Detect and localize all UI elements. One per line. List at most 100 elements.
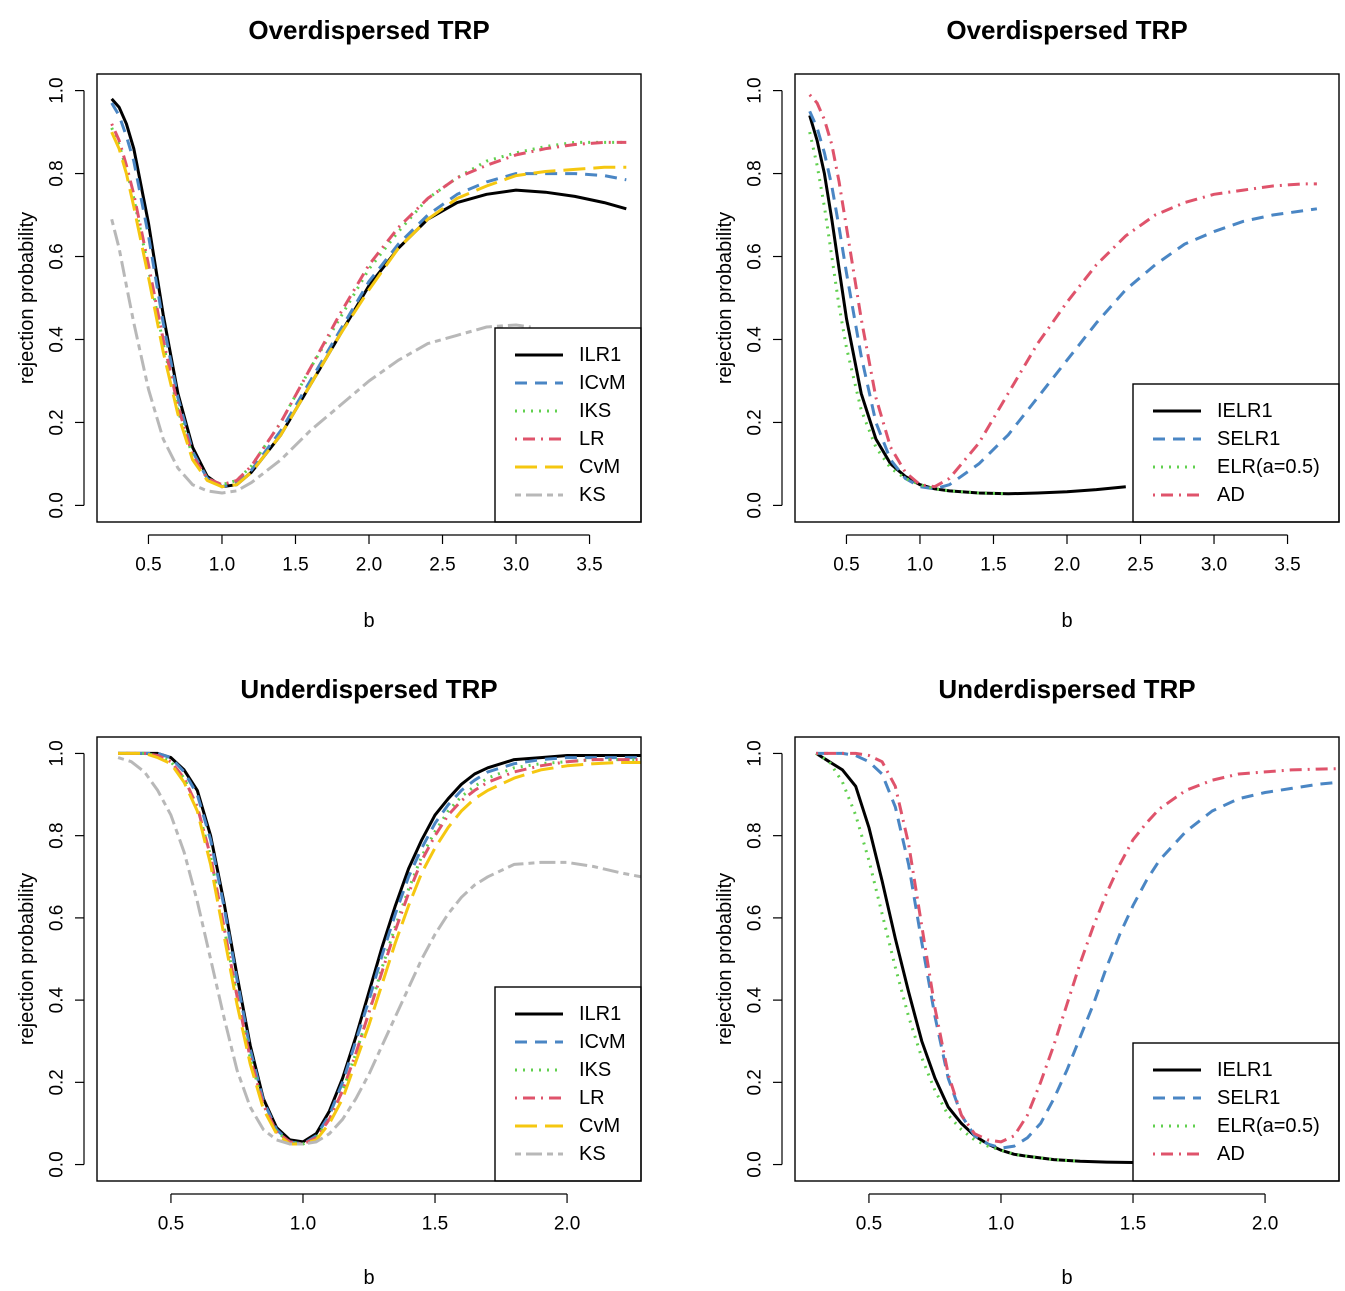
legend-label: AD — [1217, 484, 1245, 506]
y-tick-label: 0.4 — [47, 326, 68, 353]
series-line-ad — [816, 751, 1339, 1144]
y-tick-label: 0.8 — [47, 822, 68, 848]
legend-label: IKS — [579, 1059, 611, 1081]
chart-title: Underdispersed TRP — [240, 674, 497, 704]
legend: ILR1 ICvM IKS LR CvM KS — [494, 986, 642, 1182]
x-tick-label: 0.5 — [833, 555, 859, 576]
series-line-cvm — [118, 751, 641, 1146]
series-line-selr1 — [808, 110, 1318, 491]
y-tick-label: 0.4 — [745, 326, 766, 353]
y-axis-label: rejection probability — [714, 873, 736, 1045]
legend-box — [494, 986, 642, 1182]
y-tick-label: 1.0 — [47, 740, 68, 766]
series-line-lr — [118, 751, 641, 1146]
x-tick-label: 2.0 — [554, 1214, 580, 1235]
chart-panel-3: Underdispersed TRP b rejection probability… — [16, 674, 642, 1289]
chart-panel-2: Overdispersed TRP b rejection probability 0… — [714, 15, 1340, 632]
legend-label: ILR1 — [579, 344, 621, 366]
x-tick-label: 0.5 — [856, 1214, 882, 1235]
legend: IELR1 SELR1 ELR(a=0.5) AD — [1132, 1042, 1340, 1182]
x-axis-label: b — [1061, 610, 1072, 632]
legend-label: SELR1 — [1217, 1087, 1280, 1109]
legend-label: IELR1 — [1217, 400, 1273, 422]
x-tick-label: 1.5 — [1120, 1214, 1146, 1235]
legend-box — [1132, 1042, 1340, 1182]
y-tick-label: 0.6 — [745, 243, 766, 269]
y-tick-label: 1.0 — [745, 77, 766, 103]
legend-label: KS — [579, 484, 606, 506]
y-tick-label: 1.0 — [47, 77, 68, 103]
y-tick-label: 0.0 — [745, 492, 766, 518]
x-tick-label: 3.5 — [1274, 555, 1300, 576]
legend-box — [1132, 383, 1340, 523]
plot-frame — [96, 736, 642, 1182]
legend-label: IKS — [579, 400, 611, 422]
x-tick-label: 2.0 — [1054, 555, 1080, 576]
y-tick-label: 0.2 — [47, 1069, 68, 1095]
x-tick-label: 2.0 — [356, 555, 382, 576]
series-line-ks — [110, 218, 531, 495]
legend-label: ILR1 — [579, 1003, 621, 1025]
series-line-icvm — [118, 751, 641, 1146]
x-axis-label: b — [1061, 1267, 1072, 1289]
y-tick-label: 0.8 — [745, 160, 766, 186]
x-tick-label: 3.0 — [503, 555, 529, 576]
legend-label: ICvM — [579, 372, 626, 394]
series-line-elr-a-0-5 — [815, 752, 1081, 1163]
plot-frame — [794, 736, 1340, 1182]
x-axis-label: b — [363, 1267, 374, 1289]
x-tick-label: 1.0 — [209, 555, 235, 576]
y-tick-label: 0.6 — [745, 905, 766, 931]
x-axis-label: b — [363, 610, 374, 632]
chart-title: Overdispersed TRP — [946, 15, 1187, 45]
series-group — [815, 751, 1339, 1164]
legend-label: LR — [579, 1087, 605, 1109]
x-tick-label: 1.0 — [988, 1214, 1014, 1235]
legend-label: SELR1 — [1217, 428, 1280, 450]
series-line-ks — [117, 756, 641, 1146]
legend-label: ICvM — [579, 1031, 626, 1053]
series-line-ielr1 — [808, 115, 1126, 496]
legend-label: IELR1 — [1217, 1059, 1273, 1081]
y-tick-label: 0.4 — [47, 986, 68, 1013]
y-axis-label: rejection probability — [714, 212, 736, 384]
chart-panel-1: Overdispersed TRP b rejection probability 0… — [16, 15, 642, 632]
x-tick-label: 1.0 — [290, 1214, 316, 1235]
y-tick-label: 0.8 — [745, 822, 766, 848]
x-tick-label: 2.5 — [1127, 555, 1153, 576]
legend-box — [494, 327, 642, 523]
x-tick-label: 2.5 — [429, 555, 455, 576]
y-tick-label: 0.0 — [47, 1151, 68, 1177]
legend: ILR1 ICvM IKS LR CvM KS — [494, 327, 642, 523]
series-line-ilr1 — [118, 751, 641, 1144]
y-tick-label: 0.2 — [745, 1069, 766, 1095]
legend-label: AD — [1217, 1143, 1245, 1165]
x-tick-label: 1.5 — [980, 555, 1006, 576]
series-line-cvm — [110, 131, 627, 489]
legend-label: ELR(a=0.5) — [1217, 456, 1320, 478]
x-tick-label: 1.0 — [907, 555, 933, 576]
x-tick-label: 0.5 — [135, 555, 161, 576]
y-tick-label: 0.4 — [745, 986, 766, 1013]
chart-title: Underdispersed TRP — [938, 674, 1195, 704]
y-tick-label: 0.0 — [47, 492, 68, 518]
y-tick-label: 1.0 — [745, 740, 766, 766]
legend-label: CvM — [579, 1115, 620, 1137]
series-group — [110, 97, 627, 495]
y-tick-label: 0.8 — [47, 160, 68, 186]
x-tick-label: 1.5 — [422, 1214, 448, 1235]
legend: IELR1 SELR1 ELR(a=0.5) AD — [1132, 383, 1340, 523]
legend-label: KS — [579, 1143, 606, 1165]
plot-frame — [794, 73, 1340, 523]
series-line-icvm — [110, 102, 627, 489]
chart-title: Overdispersed TRP — [248, 15, 489, 45]
x-tick-label: 3.0 — [1201, 555, 1227, 576]
y-tick-label: 0.6 — [47, 243, 68, 269]
x-tick-label: 3.5 — [576, 555, 602, 576]
y-tick-label: 0.0 — [745, 1151, 766, 1177]
plot-frame — [96, 73, 642, 523]
series-line-ielr1 — [815, 752, 1134, 1164]
series-group — [117, 751, 641, 1146]
x-tick-label: 2.0 — [1252, 1214, 1278, 1235]
legend-label: LR — [579, 428, 605, 450]
